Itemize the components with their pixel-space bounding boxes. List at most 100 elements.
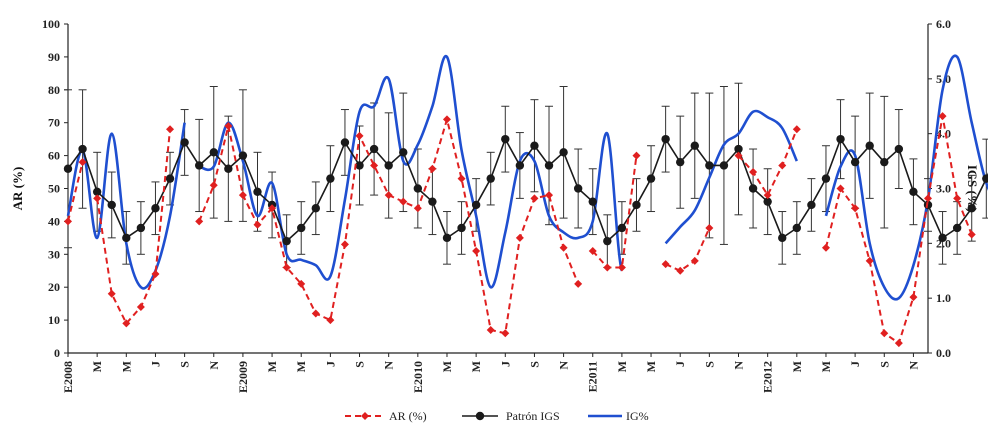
series-ar-point	[821, 243, 830, 252]
series-igs-line	[66, 122, 186, 290]
left-tick-label: 10	[48, 313, 60, 327]
left-tick-label: 20	[48, 280, 60, 294]
series-patron-point	[63, 164, 73, 173]
series-patron-point	[209, 148, 218, 157]
x-tick-label: J	[498, 361, 512, 367]
series-ar-point	[778, 161, 787, 170]
series-patron-point	[92, 187, 102, 196]
series-patron-point	[821, 174, 831, 183]
series-patron-point	[588, 197, 597, 206]
series-patron-point	[384, 161, 393, 170]
series-patron-point	[603, 236, 612, 246]
series-patron-point	[646, 174, 656, 183]
legend-label: IG%	[626, 409, 649, 423]
series-patron-point	[559, 148, 568, 157]
series-ar-point	[268, 204, 277, 213]
series-ar-point	[632, 151, 641, 160]
series-patron-point	[428, 197, 437, 206]
right-tick-label: 6.0	[936, 17, 951, 31]
series-ar-point	[428, 164, 437, 173]
series-patron-point	[355, 161, 364, 170]
series-ar-point	[399, 197, 408, 206]
series-patron-point	[253, 187, 262, 196]
x-tick-label: M	[119, 361, 133, 372]
x-tick-label: M	[469, 361, 483, 372]
x-tick-label: S	[178, 361, 192, 368]
series-ar-point	[457, 174, 466, 183]
x-tick-label: M	[790, 361, 804, 372]
series-patron-point	[748, 184, 758, 193]
left-tick-label: 100	[42, 17, 60, 31]
series-patron-point	[282, 236, 291, 246]
series-ar-point	[690, 256, 699, 265]
series-patron-point	[763, 197, 772, 206]
series-ar-point	[340, 240, 349, 249]
series-ar-point	[370, 161, 379, 170]
series-ar-point	[545, 191, 554, 200]
series-ar-point	[166, 125, 175, 134]
series-patron-point	[122, 233, 131, 243]
series-ar-point	[967, 230, 976, 239]
left-tick-label: 40	[48, 214, 60, 228]
series-patron-point	[457, 223, 466, 233]
series-patron-point	[224, 164, 233, 173]
left-axis-title: AR (%)	[10, 167, 25, 211]
series-patron-point	[865, 141, 874, 150]
x-tick-label: S	[527, 361, 541, 368]
series-ar-line	[665, 227, 711, 272]
x-tick-label: S	[702, 361, 716, 368]
series-patron-line	[67, 137, 988, 243]
series-ar-point	[530, 194, 539, 203]
series-patron-point	[676, 157, 685, 167]
series-patron-point	[705, 161, 714, 170]
series-patron-point	[107, 200, 116, 210]
series-patron-point	[690, 141, 699, 150]
x-tick-label: M	[294, 361, 308, 372]
series-ar-line	[96, 129, 172, 326]
series-ar-point	[413, 204, 422, 213]
series-patron-point	[471, 200, 481, 210]
series-patron-point	[515, 161, 525, 170]
x-tick-label: N	[906, 361, 920, 370]
series-patron-point	[136, 223, 146, 233]
series-patron-point	[413, 184, 423, 193]
x-tick-label: M	[644, 361, 658, 372]
series-ar-line	[67, 161, 84, 222]
series-patron-point	[909, 187, 918, 196]
series-patron-point	[850, 157, 860, 167]
right-tick-label: 1.0	[936, 291, 951, 305]
series-ar-point	[78, 158, 87, 167]
x-tick-label: J	[323, 361, 337, 367]
series-ar-point	[953, 194, 962, 203]
x-tick-label: J	[148, 361, 162, 367]
series-patron-point	[326, 174, 335, 183]
left-tick-label: 0	[54, 346, 60, 360]
series-patron-point	[78, 144, 87, 154]
x-tick-label: E2012	[761, 361, 775, 393]
series-patron-point	[340, 138, 350, 147]
series-patron-point	[311, 204, 320, 213]
x-tick-label: M	[90, 361, 104, 372]
error-bars	[64, 82, 988, 268]
series-patron-point	[442, 233, 452, 243]
series-ar-point	[297, 279, 306, 288]
series-ar-point	[924, 194, 932, 203]
series-ar-point	[676, 266, 685, 275]
series-ar-point	[515, 233, 524, 242]
series-patron-point	[778, 233, 787, 243]
x-tick-label: N	[207, 361, 221, 370]
legend-marker-ar	[361, 412, 369, 420]
right-tick-label: 0.0	[936, 346, 951, 360]
series-ar-point	[326, 316, 335, 325]
series-patron-point	[661, 134, 670, 144]
series-ar-point	[501, 329, 510, 338]
x-tick-label: N	[382, 361, 396, 370]
series-ar-point	[238, 191, 247, 200]
series-patron-point	[369, 144, 379, 154]
x-tick-label: M	[265, 361, 279, 372]
series-patron-point	[894, 144, 904, 154]
series-ar-point	[603, 263, 612, 272]
series-igs-line	[824, 54, 988, 301]
series-ar-point	[909, 293, 918, 302]
